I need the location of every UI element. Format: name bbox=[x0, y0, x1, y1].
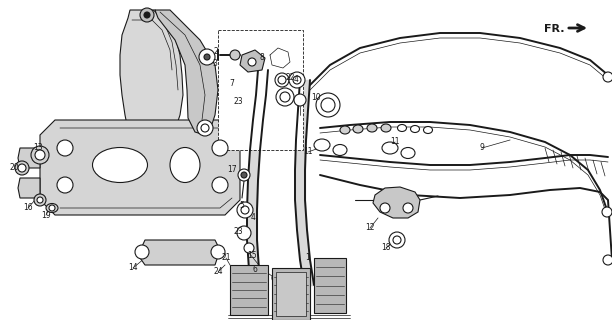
Circle shape bbox=[18, 164, 26, 172]
Circle shape bbox=[197, 120, 213, 136]
Polygon shape bbox=[40, 120, 240, 215]
Bar bbox=[314, 258, 346, 313]
Circle shape bbox=[135, 245, 149, 259]
Ellipse shape bbox=[353, 125, 363, 133]
Text: 21: 21 bbox=[222, 253, 231, 262]
Circle shape bbox=[241, 206, 249, 214]
Circle shape bbox=[144, 12, 150, 18]
Text: 2: 2 bbox=[214, 47, 218, 57]
Circle shape bbox=[35, 150, 45, 160]
Text: 6: 6 bbox=[253, 266, 258, 275]
Text: FR.: FR. bbox=[543, 24, 564, 34]
Circle shape bbox=[603, 255, 612, 265]
Text: 3: 3 bbox=[212, 59, 217, 68]
Text: 10: 10 bbox=[311, 93, 321, 102]
Circle shape bbox=[204, 54, 210, 60]
Text: 16: 16 bbox=[23, 204, 33, 212]
Circle shape bbox=[602, 207, 612, 217]
Circle shape bbox=[280, 92, 290, 102]
Polygon shape bbox=[155, 10, 218, 135]
Circle shape bbox=[49, 205, 55, 211]
Circle shape bbox=[248, 58, 256, 66]
Circle shape bbox=[37, 197, 43, 203]
Text: 8: 8 bbox=[259, 53, 264, 62]
Circle shape bbox=[244, 243, 254, 253]
Text: 12: 12 bbox=[365, 223, 375, 233]
Polygon shape bbox=[18, 178, 40, 198]
Circle shape bbox=[393, 236, 401, 244]
Ellipse shape bbox=[424, 126, 433, 133]
Text: 11: 11 bbox=[390, 138, 400, 147]
Circle shape bbox=[603, 72, 612, 82]
Text: 18: 18 bbox=[381, 244, 390, 252]
Ellipse shape bbox=[367, 124, 377, 132]
Circle shape bbox=[316, 93, 340, 117]
Bar bbox=[218, 30, 303, 150]
Circle shape bbox=[140, 8, 154, 22]
Circle shape bbox=[31, 146, 49, 164]
Bar bbox=[272, 268, 310, 320]
Ellipse shape bbox=[398, 124, 406, 132]
Circle shape bbox=[237, 202, 253, 218]
Circle shape bbox=[276, 88, 294, 106]
Polygon shape bbox=[18, 148, 40, 168]
Ellipse shape bbox=[381, 124, 391, 132]
Circle shape bbox=[15, 161, 29, 175]
Ellipse shape bbox=[382, 142, 398, 154]
Ellipse shape bbox=[411, 125, 419, 132]
Circle shape bbox=[278, 76, 286, 84]
Circle shape bbox=[389, 232, 405, 248]
Circle shape bbox=[199, 49, 215, 65]
Text: 17: 17 bbox=[227, 165, 237, 174]
Circle shape bbox=[241, 172, 247, 178]
Text: 13: 13 bbox=[33, 143, 43, 153]
Text: 23: 23 bbox=[233, 228, 243, 236]
Circle shape bbox=[321, 98, 335, 112]
Polygon shape bbox=[240, 50, 265, 72]
Bar bbox=[230, 265, 268, 315]
Circle shape bbox=[57, 140, 73, 156]
Text: 7: 7 bbox=[230, 78, 234, 87]
Text: 4: 4 bbox=[294, 76, 299, 84]
Ellipse shape bbox=[92, 148, 147, 182]
Text: 24: 24 bbox=[213, 268, 223, 276]
Circle shape bbox=[230, 50, 240, 60]
Polygon shape bbox=[373, 187, 420, 218]
Circle shape bbox=[212, 140, 228, 156]
Ellipse shape bbox=[170, 148, 200, 182]
Circle shape bbox=[238, 169, 250, 181]
Circle shape bbox=[201, 124, 209, 132]
Circle shape bbox=[34, 194, 46, 206]
Circle shape bbox=[289, 72, 305, 88]
Polygon shape bbox=[138, 240, 220, 265]
Ellipse shape bbox=[401, 148, 415, 158]
Text: 1: 1 bbox=[305, 253, 310, 262]
Text: 23: 23 bbox=[233, 98, 243, 107]
Ellipse shape bbox=[333, 145, 347, 156]
Polygon shape bbox=[120, 10, 183, 145]
Text: 14: 14 bbox=[128, 263, 138, 273]
Text: 19: 19 bbox=[41, 211, 51, 220]
Text: 11: 11 bbox=[304, 148, 313, 156]
Text: 15: 15 bbox=[247, 251, 257, 260]
Circle shape bbox=[212, 177, 228, 193]
Circle shape bbox=[403, 203, 413, 213]
Polygon shape bbox=[276, 272, 306, 316]
Ellipse shape bbox=[340, 126, 350, 134]
Text: 4: 4 bbox=[250, 212, 255, 221]
Circle shape bbox=[275, 73, 289, 87]
Circle shape bbox=[237, 226, 251, 240]
Circle shape bbox=[272, 273, 282, 283]
Text: 20: 20 bbox=[9, 164, 19, 172]
Ellipse shape bbox=[46, 204, 58, 212]
Text: 5: 5 bbox=[239, 201, 244, 210]
Circle shape bbox=[211, 245, 225, 259]
Circle shape bbox=[293, 76, 301, 84]
Circle shape bbox=[294, 94, 306, 106]
Text: 9: 9 bbox=[480, 143, 485, 153]
Ellipse shape bbox=[314, 139, 330, 151]
Text: 22: 22 bbox=[285, 73, 295, 82]
Circle shape bbox=[57, 177, 73, 193]
Circle shape bbox=[380, 203, 390, 213]
